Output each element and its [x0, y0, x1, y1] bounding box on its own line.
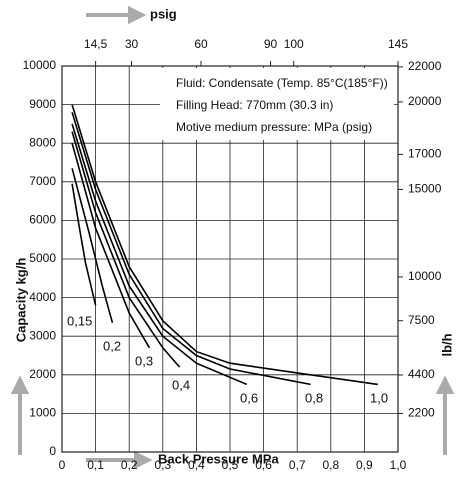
- curve-label: 0,4: [172, 377, 190, 392]
- y-tick-label: 10000: [23, 58, 57, 72]
- x-tick-label: 1,0: [390, 458, 407, 472]
- y-tick-label: 2000: [29, 367, 56, 381]
- x-tick-label: 0,1: [87, 458, 104, 472]
- curve-label: 0,6: [240, 390, 258, 405]
- y-tick-label: 5000: [29, 251, 56, 265]
- curve-label: 1,0: [370, 390, 388, 405]
- x-tick-label: 0,6: [255, 458, 272, 472]
- y-tick-label: 4000: [29, 290, 56, 304]
- y2-tick-label: 22000: [408, 59, 442, 73]
- y-tick-label: 9000: [29, 97, 56, 111]
- y-tick-label: 7000: [29, 174, 56, 188]
- curve: [71, 123, 248, 386]
- y2-axis-title: lb/h: [439, 333, 454, 356]
- top-axis-title: psig: [150, 6, 177, 21]
- arrow: [435, 375, 455, 455]
- annotation: Filling Head: 770mm (30.3 in): [176, 98, 333, 112]
- x2-tick-label: 60: [194, 37, 208, 51]
- annotation-box: [160, 68, 394, 140]
- plot-frame: [61, 65, 399, 453]
- y-tick-label: 6000: [29, 213, 56, 227]
- y-tick-label: 1000: [29, 406, 56, 420]
- x-tick-label: 0,2: [121, 458, 138, 472]
- x-tick-label: 0,5: [222, 458, 239, 472]
- x-axis-title: Back Pressure MPa: [158, 451, 279, 466]
- x-tick-label: 0,8: [322, 458, 339, 472]
- y2-tick-label: 17000: [408, 147, 442, 161]
- x-tick-label: 0,3: [154, 458, 171, 472]
- arrow: [86, 450, 153, 470]
- x-tick-label: 0,4: [188, 458, 205, 472]
- curve: [71, 183, 97, 306]
- y-tick-label: 0: [49, 444, 56, 458]
- curve: [71, 131, 181, 368]
- annotation: Fluid: Condensate (Temp. 85°C(185°F)): [176, 76, 388, 90]
- arrow: [10, 375, 30, 455]
- x2-tick-label: 145: [388, 37, 408, 51]
- y2-tick-label: 10000: [408, 269, 442, 283]
- arrow: [86, 5, 147, 25]
- x-tick-label: 0: [59, 458, 66, 472]
- curve-label: 0,8: [305, 390, 323, 405]
- x-tick-label: 0,7: [289, 458, 306, 472]
- curve-label: 0,2: [103, 338, 121, 353]
- x2-tick-label: 14,5: [84, 37, 108, 51]
- x2-tick-label: 30: [125, 37, 139, 51]
- y-tick-label: 8000: [29, 135, 56, 149]
- x2-tick-label: 100: [284, 37, 304, 51]
- y2-tick-label: 20000: [408, 94, 442, 108]
- curve-label: 0,3: [135, 353, 153, 368]
- y2-tick-label: 4400: [408, 367, 435, 381]
- y2-tick-label: 15000: [408, 182, 442, 196]
- y2-tick-label: 2200: [408, 406, 435, 420]
- y-tick-label: 3000: [29, 328, 56, 342]
- y2-tick-label: 7500: [408, 313, 435, 327]
- curve: [71, 104, 378, 386]
- x2-tick-label: 90: [264, 37, 278, 51]
- curve-label: 0,15: [67, 313, 92, 328]
- curve: [71, 168, 114, 323]
- curve: [71, 112, 311, 386]
- y-axis-title: Capacity kg/h: [13, 258, 28, 343]
- curve: [71, 142, 151, 349]
- annotation: Motive medium pressure: MPa (psig): [176, 120, 372, 134]
- x-tick-label: 0,9: [356, 458, 373, 472]
